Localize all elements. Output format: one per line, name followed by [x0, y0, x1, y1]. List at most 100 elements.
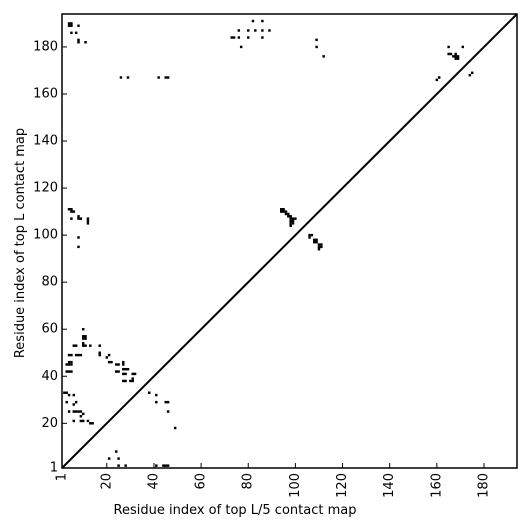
contact-point	[67, 393, 71, 397]
contact-point	[119, 76, 123, 79]
contact-point	[65, 363, 68, 366]
contact-point	[107, 457, 111, 460]
contact-point	[164, 76, 167, 79]
contact-point	[456, 55, 460, 58]
contact-point	[81, 327, 85, 331]
contact-point	[155, 400, 158, 404]
x-axis-label: Residue index of top L/5 contact map	[114, 503, 357, 518]
contact-point	[77, 245, 80, 249]
contact-point	[72, 393, 76, 397]
contact-point	[122, 363, 125, 366]
y-tick-label: 60	[41, 322, 58, 337]
contact-point	[437, 76, 441, 79]
contact-point	[308, 233, 311, 237]
contact-point	[155, 464, 158, 467]
contact-point	[70, 24, 73, 27]
contact-point	[449, 52, 453, 56]
contact-point	[468, 73, 472, 77]
x-tick-label: 20	[99, 473, 114, 490]
contact-point	[70, 370, 73, 373]
contact-point	[148, 391, 151, 394]
contact-point	[157, 76, 160, 79]
contact-point	[166, 464, 170, 467]
y-axis-label: Residue index of top L contact map	[13, 128, 28, 358]
y-tick-label: 1	[50, 461, 58, 476]
contact-point	[67, 360, 71, 364]
contact-point	[237, 29, 241, 32]
contact-point	[315, 45, 318, 49]
contact-point	[70, 210, 73, 213]
contact-point	[122, 372, 125, 376]
contact-point	[79, 415, 83, 418]
contact-point	[261, 36, 264, 39]
contact-point	[70, 353, 73, 357]
contact-point	[155, 393, 158, 397]
x-tick-label: 1	[55, 473, 70, 481]
contact-point	[98, 353, 101, 357]
y-tick-label: 20	[41, 416, 58, 431]
contact-point	[320, 243, 323, 246]
contact-point	[70, 31, 73, 35]
contact-point	[67, 22, 71, 25]
contact-point	[89, 344, 92, 347]
contact-point	[84, 344, 87, 347]
contact-point	[98, 344, 101, 347]
contact-point	[126, 367, 130, 371]
contact-point	[72, 403, 76, 406]
contact-point	[86, 419, 90, 423]
contact-point	[126, 76, 130, 79]
contact-point	[124, 464, 127, 467]
contact-point	[291, 222, 295, 225]
contact-point	[287, 212, 290, 216]
contact-point	[131, 372, 134, 376]
contact-point	[261, 29, 264, 32]
contact-point	[254, 29, 257, 32]
contact-point	[291, 219, 295, 223]
contact-point	[280, 208, 283, 211]
contact-point	[239, 45, 243, 49]
contact-point	[232, 36, 236, 39]
contact-point	[124, 367, 127, 371]
contact-point	[268, 29, 271, 32]
contact-point	[117, 464, 120, 467]
contact-point	[317, 248, 321, 251]
contact-point	[89, 422, 92, 425]
contact-point	[98, 351, 101, 354]
contact-point	[77, 236, 80, 239]
y-tick-label: 160	[33, 86, 58, 101]
contact-point	[74, 410, 78, 413]
contact-point	[70, 217, 73, 220]
contact-point	[129, 379, 132, 383]
contact-point	[81, 342, 85, 345]
contact-point	[67, 208, 71, 211]
contact-point	[122, 360, 125, 364]
x-tick-label: 160	[429, 473, 444, 498]
contact-point	[456, 57, 460, 60]
contact-point	[65, 370, 68, 373]
contact-point	[322, 55, 325, 58]
contact-point	[72, 344, 76, 347]
plot-frame	[61, 13, 518, 469]
contact-point	[70, 360, 73, 364]
contact-point	[77, 38, 80, 42]
contact-point	[67, 24, 71, 27]
contact-point	[107, 360, 111, 364]
contact-point	[237, 36, 241, 39]
contact-point	[63, 391, 66, 394]
contact-point	[81, 344, 85, 347]
contact-point	[173, 426, 177, 430]
contact-point	[251, 19, 255, 23]
x-tick-label: 100	[288, 473, 303, 498]
contact-point	[162, 464, 165, 467]
contact-point	[282, 210, 285, 213]
x-tick-label: 140	[382, 473, 397, 498]
contact-point	[313, 238, 316, 242]
contact-point	[84, 335, 87, 338]
diagonal-line	[61, 13, 518, 469]
contact-point	[289, 224, 292, 227]
contact-point	[164, 400, 167, 404]
contact-point	[81, 337, 85, 340]
contact-point	[122, 367, 125, 371]
